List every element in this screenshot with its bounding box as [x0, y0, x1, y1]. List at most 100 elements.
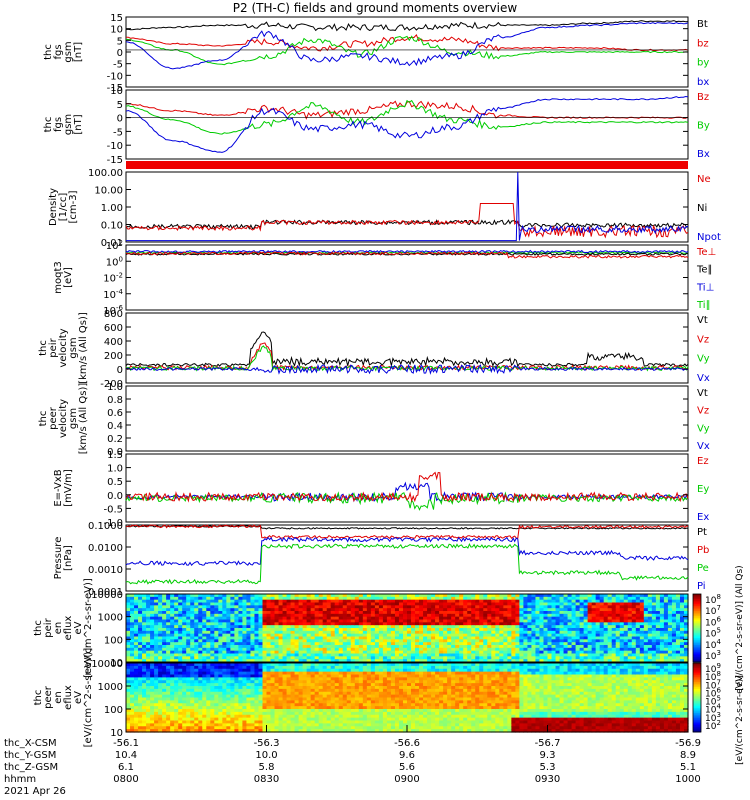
spec-cell: [635, 616, 641, 621]
spec-cell: [523, 645, 529, 649]
spec-cell: [643, 613, 649, 618]
spec-cell: [142, 636, 147, 640]
spec-cell: [186, 683, 191, 687]
spec-cell: [266, 694, 272, 699]
spec-cell: [415, 613, 420, 618]
spec-cell: [158, 628, 163, 632]
spec-cell: [491, 656, 496, 660]
spec-cell: [290, 697, 296, 701]
ytick-label: 0: [117, 48, 123, 59]
spec-cell: [230, 714, 235, 719]
spec-cell: [154, 717, 159, 722]
spec-cell: [306, 686, 312, 690]
spec-cell: [214, 688, 219, 693]
spec-cell: [210, 723, 215, 727]
spec-cell: [479, 613, 484, 618]
spec-cell: [218, 694, 223, 699]
spec-cell: [326, 628, 332, 632]
spec-cell: [547, 630, 553, 635]
spec-cell: [591, 622, 597, 626]
spec-cell: [346, 639, 352, 643]
spec-cell: [451, 602, 456, 606]
spec-cell: [258, 706, 264, 710]
spec-cell: [214, 711, 219, 716]
spec-cell: [286, 683, 292, 687]
spec-cell: [198, 613, 203, 618]
spec-cell: [146, 636, 151, 640]
spec-cell: [310, 613, 316, 618]
spec-cell: [503, 616, 508, 621]
spec-cell: [390, 605, 396, 609]
spec-cell: [274, 605, 280, 609]
spec-cell: [230, 650, 235, 655]
spec-cell: [262, 723, 268, 727]
spec-cell: [627, 659, 633, 663]
spec-cell: [306, 706, 312, 710]
spec-cell: [431, 659, 436, 663]
spec-cell: [234, 594, 239, 598]
spec-cell: [142, 691, 147, 696]
spec-cell: [270, 723, 276, 727]
spec-cell: [158, 726, 163, 730]
spec-cell: [242, 608, 248, 612]
spec-cell: [158, 663, 163, 667]
spec-cell: [667, 647, 673, 652]
spec-cell: [394, 645, 400, 649]
spec-cell: [138, 656, 143, 660]
spec-cell: [326, 605, 332, 609]
spec-cell: [611, 596, 617, 601]
spec-cell: [174, 608, 179, 612]
spec-cell: [402, 647, 408, 652]
spec-cell: [270, 717, 276, 722]
spec-cell: [130, 674, 135, 678]
spec-cell: [603, 616, 609, 621]
spec-cell: [186, 642, 191, 646]
spec-cell: [186, 709, 191, 713]
spec-cell: [246, 622, 252, 626]
spec-cell: [178, 680, 183, 684]
spec-cell: [511, 639, 516, 643]
spec-cell: [246, 709, 252, 713]
spec-cell: [354, 709, 360, 713]
spec-cell: [443, 608, 448, 612]
spec-cell: [174, 633, 179, 638]
spec-cell: [314, 605, 320, 609]
spec-cell: [587, 613, 593, 618]
spec-cell: [587, 594, 593, 598]
spec-cell: [258, 639, 264, 643]
spec-cell: [659, 647, 665, 652]
spec-cell: [218, 717, 223, 722]
series-line: [125, 203, 689, 239]
spec-cell: [675, 611, 681, 615]
spec-cell: [354, 688, 360, 693]
spec-cell: [535, 619, 541, 623]
spec-cell: [190, 709, 195, 713]
spec-cell: [631, 656, 637, 660]
spec-cell: [246, 596, 252, 601]
spec-cell: [374, 622, 380, 626]
spec-cell: [619, 659, 625, 663]
spec-cell: [322, 663, 328, 667]
ylabel: gsm: [63, 41, 74, 62]
spec-cell: [262, 622, 268, 626]
spec-cell: [615, 605, 621, 609]
spec-cell: [238, 697, 244, 701]
spec-cell: [270, 639, 276, 643]
spec-cell: [166, 700, 171, 704]
spec-cell: [643, 622, 649, 626]
spec-cell: [314, 619, 320, 623]
spec-cell: [318, 697, 324, 701]
spec-cell: [647, 642, 653, 646]
spec-cell: [647, 639, 653, 643]
spec-cell: [298, 671, 304, 676]
panel-frame: [125, 524, 689, 592]
spec-cell: [214, 723, 219, 727]
spec-cell: [326, 700, 332, 704]
spec-cell: [162, 720, 167, 724]
spec-cell: [154, 677, 159, 681]
spec-cell: [214, 594, 219, 598]
spec-cell: [130, 709, 135, 713]
spec-cell: [154, 665, 159, 670]
spec-cell: [162, 709, 167, 713]
spec-cell: [146, 594, 151, 598]
